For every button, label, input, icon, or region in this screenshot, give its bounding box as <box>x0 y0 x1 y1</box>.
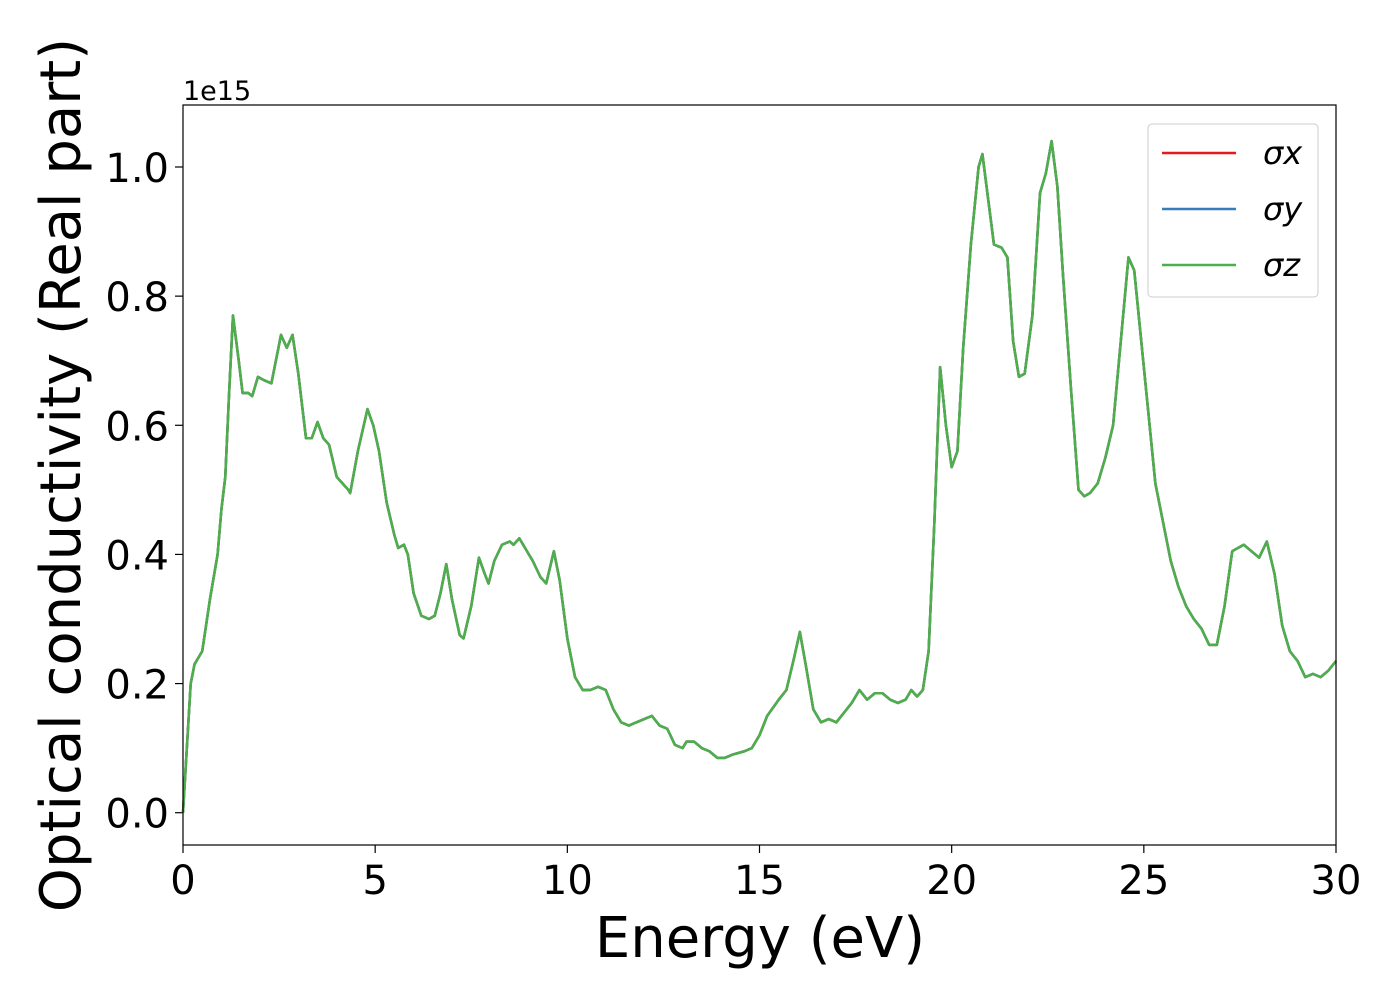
x-tick-label: 0 <box>170 858 195 904</box>
legend-label: σx <box>1263 134 1303 172</box>
y-offset-text: 1e15 <box>183 76 251 107</box>
plot-frame <box>182 104 1337 846</box>
x-tick-label: 20 <box>926 858 977 904</box>
y-tick-label: 0.6 <box>105 404 169 450</box>
legend-label: σz <box>1263 246 1301 284</box>
legend-box <box>1147 123 1319 298</box>
x-tick-label: 5 <box>362 858 387 904</box>
legend: σx σy σz <box>1147 123 1319 298</box>
y-tick-label: 0.8 <box>105 275 169 321</box>
y-tick-label: 0.4 <box>105 533 169 579</box>
x-tick-label: 10 <box>542 858 593 904</box>
x-tick-label: 30 <box>1311 858 1362 904</box>
y-axis-label: Optical conductivity (Real part) <box>29 38 94 912</box>
y-tick-label: 0.2 <box>105 663 169 709</box>
legend-label: σy <box>1263 190 1303 228</box>
series-line <box>181 139 1337 813</box>
x-axis-label: Energy (eV) <box>595 906 925 971</box>
x-tick-label: 15 <box>734 858 785 904</box>
x-tick-label: 25 <box>1118 858 1169 904</box>
y-tick-label: 0.0 <box>105 792 169 838</box>
y-tick-label: 1.0 <box>105 146 169 192</box>
